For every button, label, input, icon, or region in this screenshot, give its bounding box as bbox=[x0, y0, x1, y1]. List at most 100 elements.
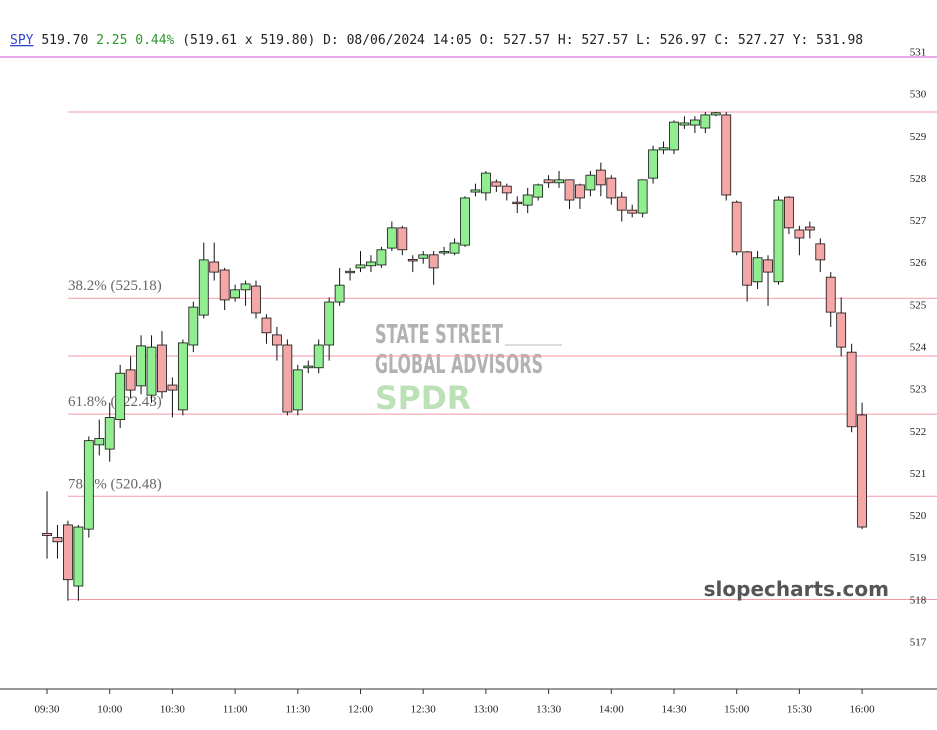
candle-body bbox=[721, 114, 732, 196]
candle-body bbox=[345, 270, 355, 274]
candle-body bbox=[386, 227, 397, 249]
y-tick-label: 527 bbox=[910, 215, 927, 227]
header: SPY 519.70 2.25 0.44% (519.61 x 519.80) … bbox=[10, 33, 863, 48]
x-tick-label: 15:30 bbox=[787, 704, 813, 716]
candle-body bbox=[261, 317, 272, 334]
candle-body bbox=[439, 251, 450, 254]
candle-body bbox=[83, 440, 94, 530]
candle-body bbox=[595, 169, 606, 186]
watermark: STATE STREET bbox=[375, 320, 503, 350]
candle-body bbox=[167, 384, 178, 391]
candle-body bbox=[606, 177, 617, 199]
candle-body bbox=[836, 312, 847, 348]
watermark: SPDR bbox=[375, 379, 471, 417]
candle-body bbox=[52, 537, 63, 543]
x-tick-label: 14:30 bbox=[661, 704, 687, 716]
y-tick-label: 525 bbox=[910, 299, 927, 311]
x-tick-label: 15:00 bbox=[724, 704, 750, 716]
candle-body bbox=[42, 532, 52, 536]
y-tick-label: 529 bbox=[910, 131, 927, 143]
candle-body bbox=[679, 122, 690, 126]
symbol[interactable]: SPY bbox=[10, 33, 34, 48]
x-tick-label: 09:30 bbox=[34, 704, 60, 716]
candle-body bbox=[575, 184, 585, 199]
x-tick-label: 12:00 bbox=[348, 704, 374, 716]
x-tick-label: 11:30 bbox=[285, 704, 310, 716]
candle-body bbox=[104, 417, 115, 450]
quote: (519.61 x 519.80) D: 08/06/2024 14:05 O:… bbox=[182, 33, 863, 48]
y-tick-label: 528 bbox=[910, 173, 927, 185]
candle-body bbox=[460, 197, 470, 246]
change-pct: 0.44% bbox=[135, 33, 174, 48]
candle-body bbox=[272, 334, 282, 346]
retracement-label: 38.2% (525.18) bbox=[68, 278, 162, 294]
candle-body bbox=[752, 257, 763, 283]
candle-body bbox=[815, 243, 826, 261]
y-tick-label: 522 bbox=[910, 426, 927, 438]
candle-body bbox=[324, 301, 335, 346]
candle-body bbox=[700, 114, 711, 129]
x-tick-label: 16:00 bbox=[850, 704, 876, 716]
candle-body bbox=[491, 181, 502, 187]
x-tick-label: 12:30 bbox=[411, 704, 437, 716]
candle-body bbox=[804, 226, 815, 231]
candle-body bbox=[522, 194, 533, 206]
candle-body bbox=[198, 259, 209, 316]
retracement-label: 61.8% (522.43) bbox=[68, 394, 162, 410]
last-price: 519.70 bbox=[41, 33, 88, 48]
credit: slopecharts.com bbox=[704, 577, 889, 601]
y-tick-label: 517 bbox=[910, 636, 927, 648]
candle-body bbox=[418, 254, 429, 259]
candle-body bbox=[449, 242, 460, 254]
candle-body bbox=[334, 284, 345, 303]
candle-body bbox=[282, 344, 293, 413]
watermark: GLOBAL ADVISORS bbox=[375, 350, 543, 380]
y-tick-label: 524 bbox=[910, 341, 927, 353]
candle-body bbox=[376, 249, 387, 266]
candle-body bbox=[292, 369, 303, 411]
candle-body bbox=[157, 344, 167, 393]
x-tick-label: 13:30 bbox=[536, 704, 562, 716]
candle-body bbox=[627, 209, 638, 214]
candle-body bbox=[773, 199, 784, 283]
candle-body bbox=[731, 201, 742, 253]
candle-body bbox=[857, 414, 867, 528]
candle-body bbox=[742, 251, 753, 286]
candle-body bbox=[669, 121, 679, 151]
candle-body bbox=[366, 261, 376, 267]
candle-body bbox=[177, 342, 188, 411]
candle-body bbox=[710, 112, 721, 116]
y-tick-label: 526 bbox=[910, 257, 927, 269]
x-tick-label: 11:00 bbox=[223, 704, 248, 716]
candle-body bbox=[303, 365, 314, 369]
y-tick-label: 523 bbox=[910, 384, 927, 396]
candle-body bbox=[658, 147, 669, 151]
candle-body bbox=[533, 184, 544, 198]
candle-body bbox=[355, 264, 366, 269]
candle-body bbox=[397, 227, 408, 251]
x-tick-label: 10:30 bbox=[160, 704, 186, 716]
candle-body bbox=[407, 259, 418, 262]
candle-body bbox=[846, 351, 857, 428]
y-tick-label: 521 bbox=[910, 468, 927, 480]
candle-body bbox=[94, 438, 105, 446]
candle-body bbox=[470, 189, 481, 193]
candle-body bbox=[240, 283, 251, 291]
candle-body bbox=[648, 149, 658, 179]
candle-body bbox=[125, 369, 136, 391]
candle-body bbox=[188, 306, 199, 346]
candle-body bbox=[146, 346, 157, 396]
change: 2.25 bbox=[96, 33, 127, 48]
candle-body bbox=[512, 201, 523, 205]
candle-body bbox=[480, 172, 491, 194]
candle-body bbox=[784, 196, 794, 229]
y-tick-label: 530 bbox=[910, 89, 927, 101]
candle-body bbox=[115, 372, 126, 420]
candle-body bbox=[825, 276, 836, 313]
candle-body bbox=[63, 524, 73, 581]
x-tick-label: 10:00 bbox=[97, 704, 123, 716]
x-tick-label: 14:00 bbox=[599, 704, 625, 716]
candle-body bbox=[543, 179, 554, 184]
y-tick-label: 520 bbox=[910, 510, 927, 522]
